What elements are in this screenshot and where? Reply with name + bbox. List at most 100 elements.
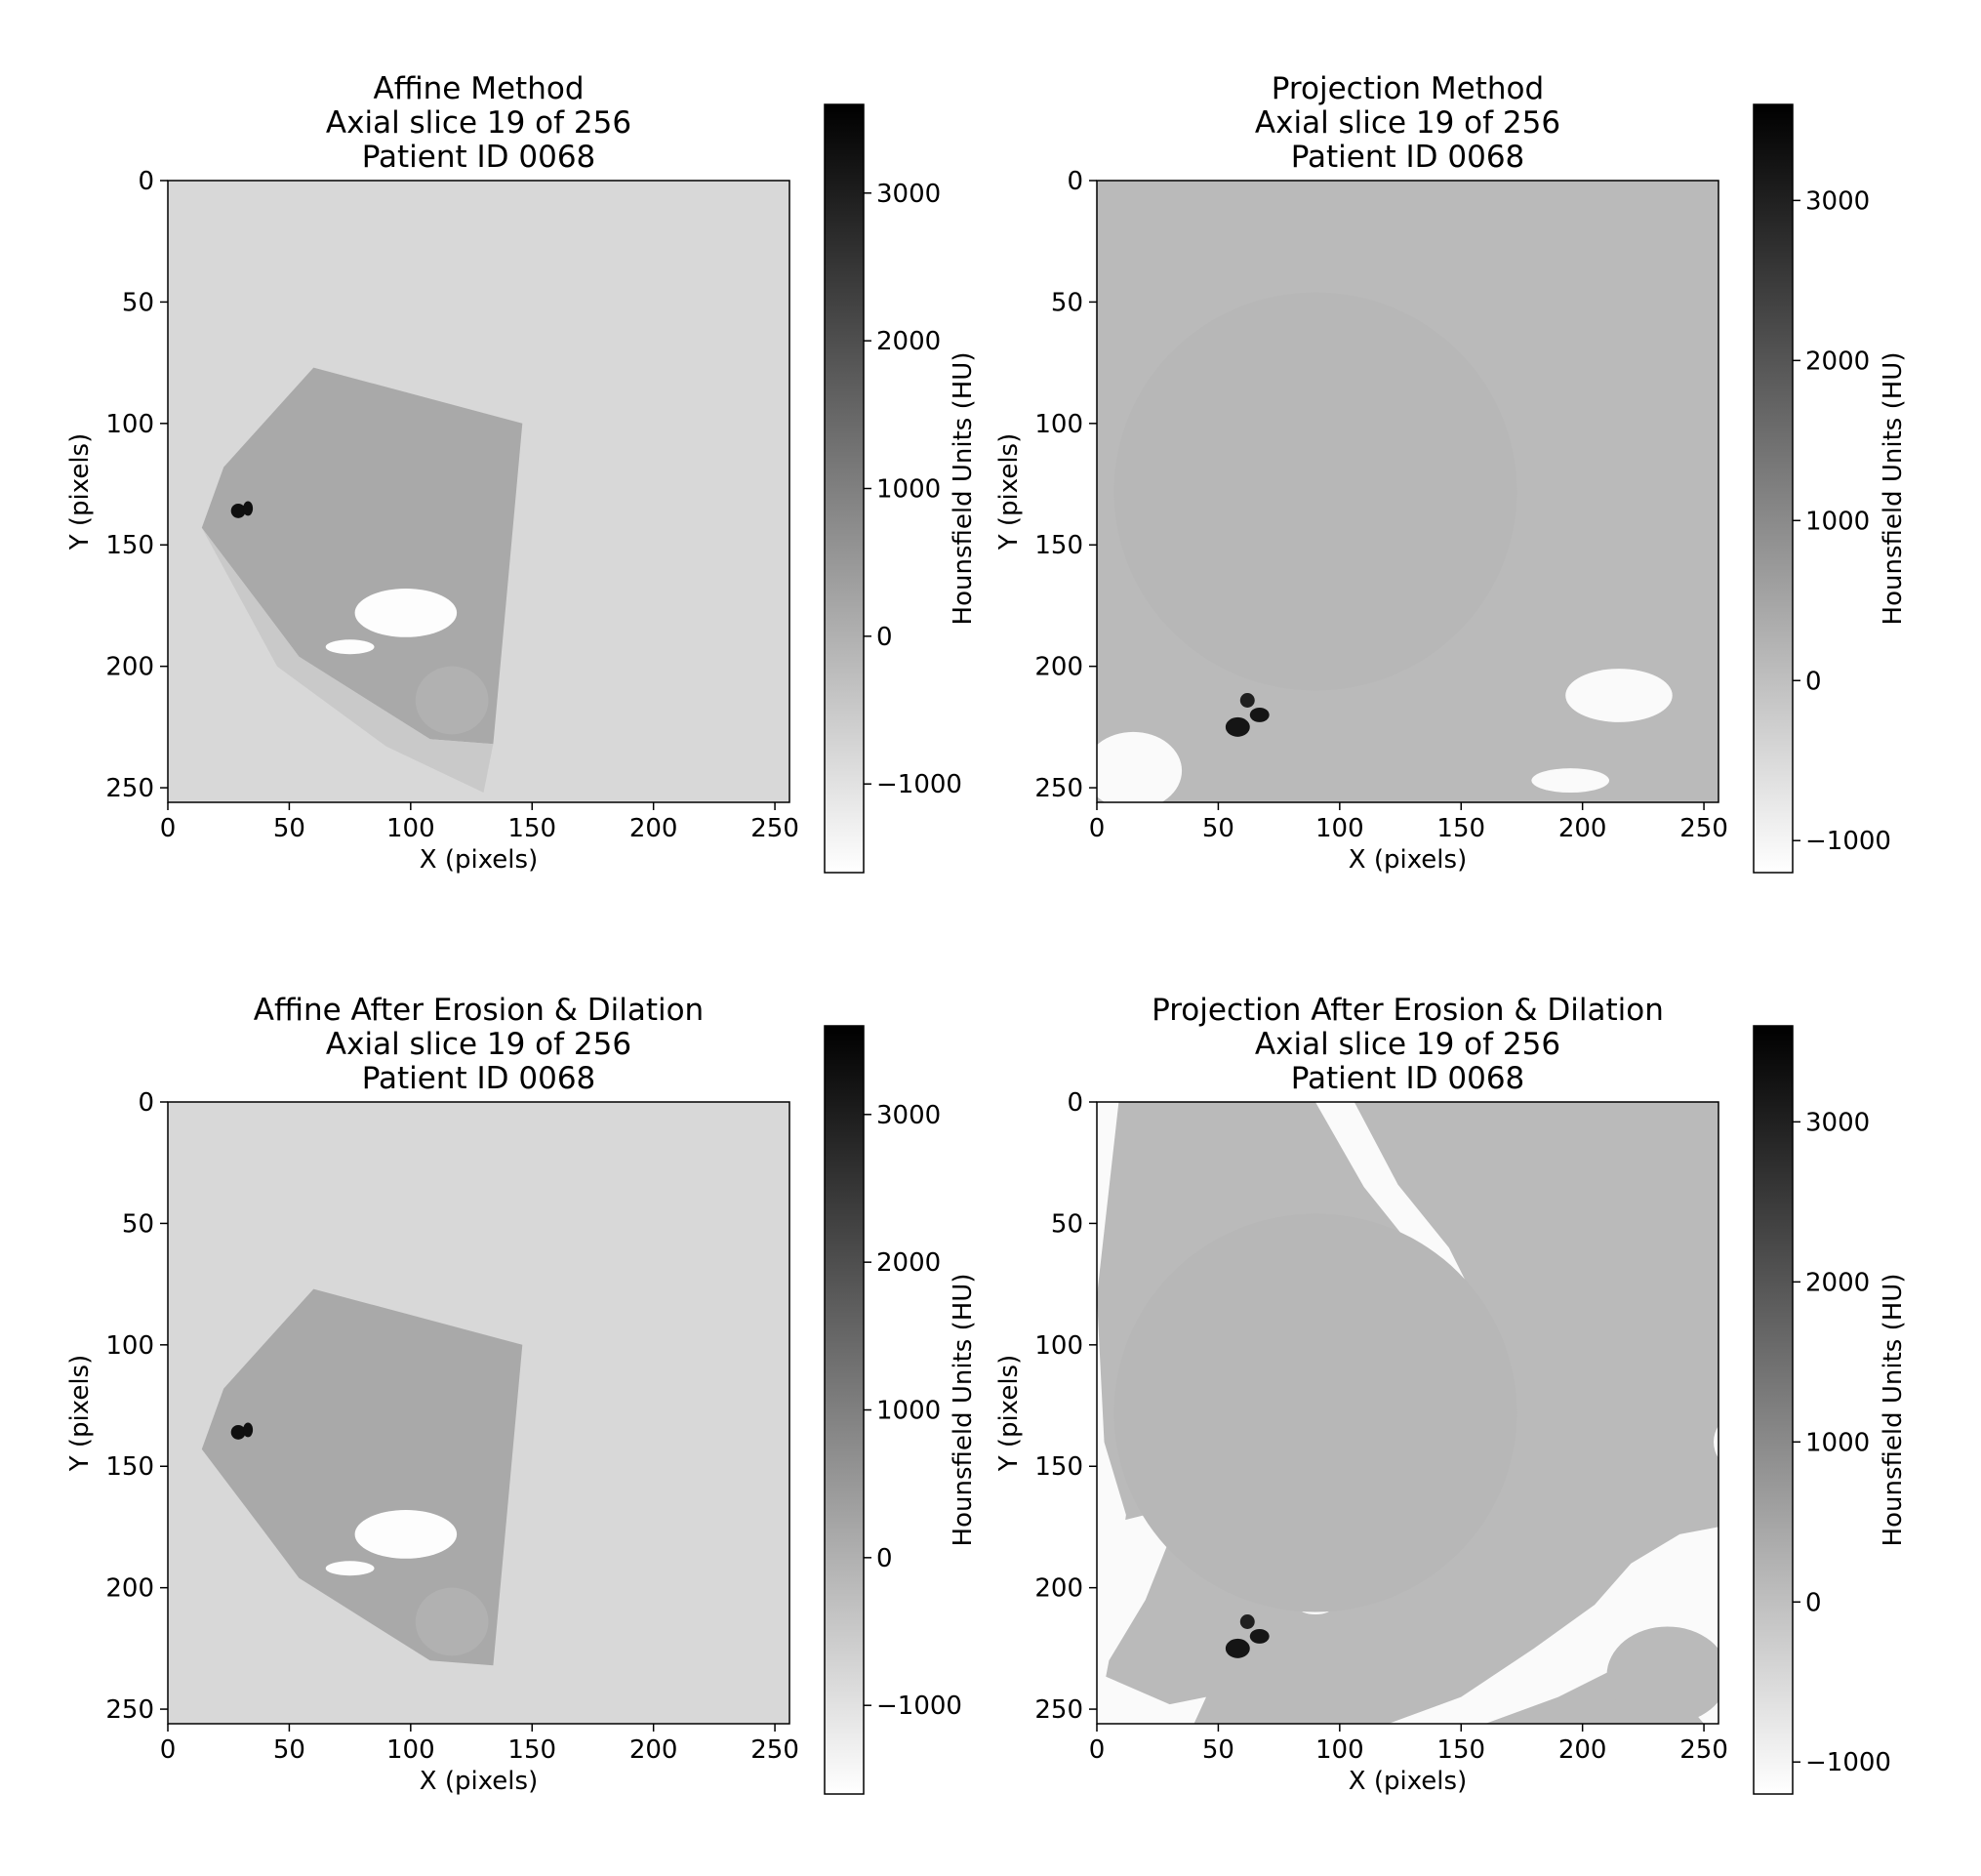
ct-image	[1097, 181, 1718, 802]
tissue-region	[1097, 1515, 1170, 1724]
tissue-region	[1714, 1425, 1718, 1458]
colorbar-label: Hounsfield Units (HU)	[1879, 1274, 1908, 1547]
y-tick-label: 50	[1051, 288, 1083, 317]
x-tick-label: 0	[1089, 814, 1106, 843]
y-tick-label: 100	[1034, 1331, 1083, 1361]
x-axis-label: X (pixels)	[1349, 845, 1467, 875]
tissue-region	[1249, 1628, 1270, 1644]
x-tick-label: 250	[750, 814, 799, 843]
y-tick-label: 50	[1051, 1209, 1083, 1239]
y-tick-label: 200	[1034, 653, 1083, 682]
y-axis-label: Y (pixels)	[65, 1355, 95, 1473]
colorbar-tick-label: 0	[1805, 667, 1822, 696]
x-tick-label: 150	[507, 1735, 556, 1765]
colorbar-tick-label: 2000	[876, 327, 941, 356]
y-axis-label: Y (pixels)	[994, 433, 1024, 551]
y-tick-label: 50	[122, 288, 154, 317]
colorbar-tick-label: 1000	[876, 1397, 941, 1426]
x-tick-label: 200	[1558, 1735, 1607, 1765]
colorbar	[824, 103, 865, 874]
y-tick-label: 100	[105, 410, 154, 439]
tissue-region	[230, 503, 246, 518]
y-tick-label: 150	[105, 1452, 154, 1482]
x-tick-label: 50	[273, 814, 305, 843]
panel-4: Projection After Erosion & DilationAxial…	[994, 993, 1908, 1796]
y-tick-label: 150	[1034, 531, 1083, 560]
panel-title-line: Axial slice 19 of 256	[1255, 1027, 1560, 1062]
panel-title-line: Projection Method	[1272, 71, 1544, 106]
tissue-region	[325, 639, 375, 655]
tissue-region	[1388, 1527, 1718, 1724]
tissue-region	[1097, 1102, 1119, 1297]
colorbar	[1753, 1025, 1794, 1795]
x-tick-label: 50	[273, 1735, 305, 1765]
axes-frame	[167, 180, 790, 803]
panel-title-line: Axial slice 19 of 256	[1255, 105, 1560, 141]
tissue-region	[1249, 707, 1270, 722]
y-tick-label: 150	[1034, 1452, 1083, 1482]
colorbar-tick-label: 0	[876, 623, 893, 652]
y-tick-label: 0	[1067, 1088, 1083, 1118]
colorbar-tick-label: 0	[876, 1544, 893, 1573]
tissue-region	[243, 501, 254, 516]
tissue-region	[230, 1424, 246, 1440]
colorbar-tick-label: 2000	[876, 1248, 941, 1278]
tissue-region	[1225, 716, 1250, 737]
y-tick-label: 150	[105, 531, 154, 560]
y-tick-label: 0	[1067, 167, 1083, 196]
axes-frame	[1096, 180, 1719, 803]
y-tick-label: 200	[105, 653, 154, 682]
tissue-region	[201, 367, 523, 745]
x-tick-label: 250	[1679, 814, 1728, 843]
x-axis-label: X (pixels)	[420, 845, 538, 875]
tissue-region	[243, 1422, 254, 1438]
tissue-region	[1113, 1213, 1517, 1612]
colorbar-label: Hounsfield Units (HU)	[949, 352, 978, 626]
panel-title-line: Affine Method	[373, 71, 584, 106]
y-tick-label: 200	[1034, 1574, 1083, 1604]
ct-image	[1097, 1102, 1718, 1724]
colorbar-tick-label: 2000	[1805, 1268, 1870, 1297]
x-tick-label: 150	[1436, 1735, 1485, 1765]
y-tick-label: 250	[105, 1695, 154, 1725]
x-tick-label: 200	[629, 814, 678, 843]
y-tick-label: 250	[105, 774, 154, 803]
x-tick-label: 150	[1436, 814, 1485, 843]
tissue-region	[354, 1510, 458, 1559]
colorbar-tick-label: 3000	[876, 1101, 941, 1130]
colorbar-label: Hounsfield Units (HU)	[1879, 352, 1908, 626]
y-tick-label: 200	[105, 1574, 154, 1604]
panel-title-line: Affine After Erosion & Dilation	[254, 993, 704, 1028]
x-tick-label: 0	[160, 814, 177, 843]
tissue-region	[1225, 1638, 1250, 1658]
panel-title-line: Projection After Erosion & Dilation	[1152, 993, 1664, 1028]
colorbar-tick-label: 1000	[1805, 1428, 1870, 1457]
colorbar-tick-label: −1000	[1805, 827, 1891, 856]
x-tick-label: 250	[750, 1735, 799, 1765]
x-axis-label: X (pixels)	[420, 1767, 538, 1796]
y-axis-label: Y (pixels)	[994, 1355, 1024, 1473]
x-tick-label: 0	[160, 1735, 177, 1765]
x-tick-label: 100	[386, 1735, 435, 1765]
x-tick-label: 50	[1202, 1735, 1234, 1765]
panel-title-line: Axial slice 19 of 256	[326, 105, 631, 141]
tissue-region	[1239, 693, 1255, 708]
colorbar-tick-label: −1000	[1805, 1748, 1891, 1777]
tissue-region	[1239, 1614, 1255, 1629]
tissue-region	[325, 1561, 375, 1576]
x-tick-label: 100	[386, 814, 435, 843]
x-tick-label: 250	[1679, 1735, 1728, 1765]
tissue-region	[415, 666, 489, 735]
tissue-region	[1097, 731, 1183, 802]
y-tick-label: 250	[1034, 774, 1083, 803]
y-tick-label: 0	[138, 167, 154, 196]
colorbar-tick-label: −1000	[876, 770, 962, 799]
y-axis-label: Y (pixels)	[65, 433, 95, 551]
panel-title-line: Axial slice 19 of 256	[326, 1027, 631, 1062]
panel-title-line: Patient ID 0068	[1291, 1061, 1525, 1096]
y-tick-label: 100	[1034, 410, 1083, 439]
tissue-region	[201, 527, 494, 793]
